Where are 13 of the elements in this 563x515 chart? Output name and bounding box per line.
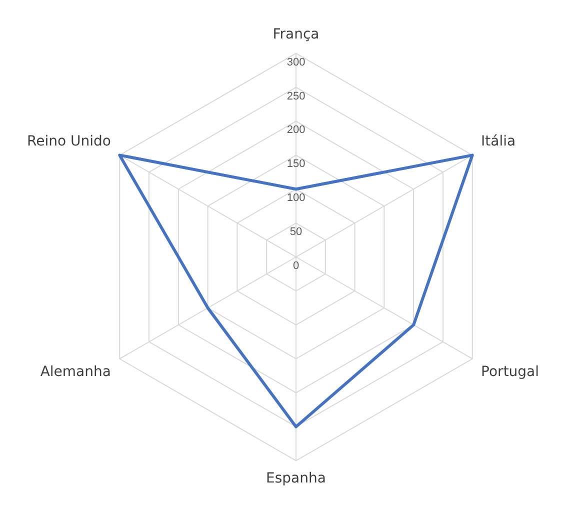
y-tick-label: 250 xyxy=(286,90,306,102)
spoke-label: Portugal xyxy=(481,364,540,380)
spoke-label: Reino Unido xyxy=(27,133,111,150)
y-tick-label: 200 xyxy=(286,124,306,136)
y-tick-label: 0 xyxy=(292,260,300,272)
spoke-label: Itália xyxy=(481,133,516,150)
spoke-label: França xyxy=(272,26,320,43)
spoke-label: Alemanha xyxy=(40,364,111,380)
y-tick-label: 50 xyxy=(290,226,302,238)
y-tick-label: 300 xyxy=(286,56,306,68)
y-tick-label: 100 xyxy=(286,192,306,204)
y-tick-label: 150 xyxy=(286,158,306,170)
spoke-label: Espanha xyxy=(266,470,326,487)
